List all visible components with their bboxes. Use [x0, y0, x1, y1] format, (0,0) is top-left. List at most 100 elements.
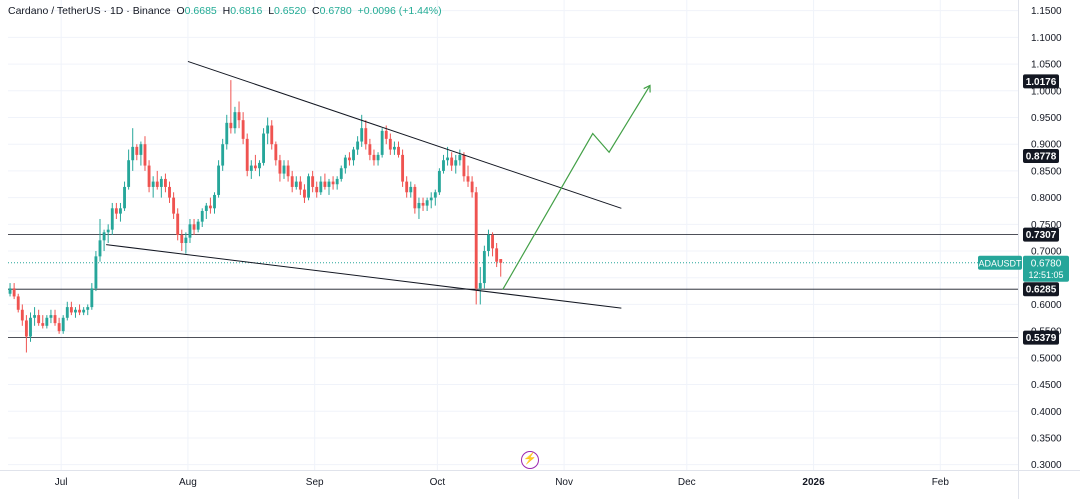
candle-body: [94, 256, 98, 289]
candle-body: [168, 186, 171, 198]
trendline[interactable]: [106, 244, 622, 309]
time-tick-label: Feb: [932, 477, 950, 488]
price-tick-label: 0.4000: [1031, 407, 1062, 418]
candle-body: [319, 181, 323, 193]
candle-body: [425, 200, 429, 206]
low-value: 0.6520: [274, 5, 307, 17]
candle-body: [225, 122, 229, 145]
candle-body: [37, 315, 41, 324]
candle-body: [98, 240, 102, 257]
candle-body: [266, 125, 270, 134]
time-tick-label: Oct: [430, 477, 446, 488]
candle-body: [348, 157, 351, 161]
candle-body: [139, 144, 143, 155]
candle-body: [33, 315, 37, 318]
candle-body: [323, 181, 327, 187]
time-tick-label: Jul: [55, 477, 68, 488]
candles: [8, 80, 503, 353]
high-label: H: [222, 5, 231, 17]
candle-body: [327, 181, 331, 187]
candle-body: [110, 208, 114, 230]
current-price-badge: [1023, 255, 1069, 282]
candle-body: [421, 202, 425, 206]
candle-body: [69, 307, 73, 313]
candle-body: [41, 323, 45, 326]
candle-body: [90, 288, 94, 308]
time-tick-label: Dec: [678, 477, 696, 488]
symbol-badge-text: ADAUSDT: [978, 258, 1022, 268]
candle-body: [159, 178, 163, 187]
price-tick-label: 0.8500: [1031, 166, 1062, 177]
candle-body: [368, 144, 372, 155]
candle-body: [147, 165, 151, 187]
candle-body: [106, 229, 110, 233]
candle-body: [380, 130, 384, 155]
candle-body: [16, 296, 20, 310]
candle-body: [270, 125, 274, 145]
price-level-badge-text: 1.0176: [1026, 77, 1057, 88]
time-tick-label: 2026: [802, 477, 825, 488]
candle-body: [135, 146, 139, 155]
candle-body: [482, 251, 486, 284]
candle-body: [311, 176, 315, 187]
time-tick-label: Sep: [306, 477, 324, 488]
candle-body: [192, 224, 196, 230]
candle-body: [376, 154, 380, 161]
candle-body: [74, 309, 77, 313]
candle-body: [233, 112, 237, 129]
candle-body: [495, 248, 499, 262]
candle-body: [151, 181, 155, 187]
price-tick-label: 0.6000: [1031, 300, 1062, 311]
candle-body: [184, 237, 188, 244]
candle-body: [356, 141, 360, 150]
candle-body: [372, 154, 376, 161]
price-tick-label: 0.4500: [1031, 380, 1062, 391]
candle-body: [155, 181, 159, 187]
candle-body: [478, 283, 482, 289]
candle-body: [360, 128, 364, 142]
candle-body: [176, 213, 180, 235]
candle-body: [392, 146, 396, 150]
candle-body: [307, 176, 310, 198]
candle-body: [298, 181, 302, 190]
lightning-bolt-icon[interactable]: ⚡: [521, 451, 539, 469]
time-axis[interactable]: Jul Aug Sep Oct Nov Dec 2026 Feb: [55, 477, 950, 488]
candle-body: [53, 315, 57, 324]
candle-body: [409, 186, 413, 193]
candle-body: [446, 157, 450, 161]
price-tick-label: 1.0000: [1031, 86, 1062, 97]
price-tick-label: 0.9000: [1031, 140, 1062, 151]
horizontal-levels[interactable]: [8, 234, 1018, 338]
candle-body: [123, 186, 126, 209]
candle-body: [131, 146, 135, 161]
candle-body: [172, 197, 176, 214]
close-label: C: [312, 5, 320, 17]
price-level-badge: [1023, 149, 1059, 164]
candle-body: [208, 205, 212, 209]
candle-body: [433, 192, 437, 198]
projection-path[interactable]: [502, 85, 651, 290]
candle-body: [237, 112, 241, 121]
candle-body: [61, 317, 65, 332]
symbol-header: Cardano / TetherUS · 1D · Binance O0.668…: [8, 5, 442, 17]
price-tick-label: 0.3000: [1031, 460, 1062, 471]
high-value: 0.6816: [230, 5, 263, 17]
candle-body: [180, 235, 184, 244]
candle-body: [274, 144, 278, 161]
candle-body: [78, 309, 81, 313]
candle-body: [82, 309, 86, 313]
candle-body: [253, 165, 257, 169]
symbol-badge: [978, 255, 1022, 270]
candle-body: [114, 208, 118, 214]
drawings[interactable]: [106, 60, 651, 309]
candle-body: [213, 194, 216, 209]
candle-body: [282, 165, 286, 174]
trendline[interactable]: [187, 60, 622, 209]
candle-body: [45, 317, 49, 326]
time-tick-label: Nov: [555, 477, 573, 488]
candle-body: [294, 181, 298, 187]
candle-body: [86, 307, 90, 310]
candle-body: [397, 146, 400, 155]
